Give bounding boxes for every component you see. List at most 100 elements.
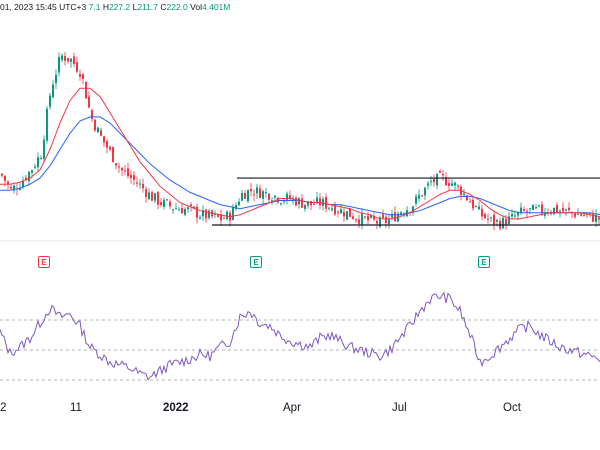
candle-body (598, 217, 600, 220)
candle-body (577, 214, 579, 216)
candle-body (457, 185, 459, 187)
candle-body (64, 56, 66, 61)
candle-body (565, 209, 567, 211)
x-axis-label: 2 (0, 402, 7, 414)
candle-body (49, 95, 51, 107)
candle-body (79, 73, 81, 77)
candle-body (289, 195, 291, 199)
candle-body (364, 216, 366, 218)
earnings-event-icon[interactable]: E (38, 256, 50, 268)
candle-body (451, 183, 453, 186)
x-axis-label: 11 (70, 402, 82, 414)
candle-body (202, 210, 204, 217)
candle-body (520, 207, 522, 213)
candle-body (442, 174, 444, 176)
candle-body (70, 58, 72, 62)
candle-body (400, 212, 402, 216)
x-axis-label: 2022 (163, 402, 189, 414)
candle-body (286, 193, 288, 200)
candle-body (43, 139, 45, 159)
candle-body (310, 200, 312, 206)
candle-body (61, 55, 63, 60)
candle-body (568, 207, 570, 211)
candle-body (283, 200, 285, 202)
candle-body (325, 197, 327, 209)
candle-body (217, 214, 219, 217)
candle-body (31, 170, 33, 173)
candle-body (160, 202, 162, 205)
candle-body (145, 189, 147, 197)
candle-body (244, 193, 246, 199)
candle-body (130, 174, 132, 179)
candle-body (232, 206, 234, 221)
candle-body (37, 157, 39, 168)
candle-body (301, 198, 303, 208)
candle-body (187, 207, 189, 210)
candle-body (517, 212, 519, 216)
candle-body (412, 206, 414, 213)
candle-body (454, 182, 456, 186)
candle-body (367, 215, 369, 221)
candle-body (583, 214, 585, 216)
candle-body (190, 204, 192, 206)
candle-body (157, 192, 159, 205)
candle-body (73, 56, 75, 64)
header-close-label: C (160, 2, 167, 12)
candle-body (124, 170, 126, 172)
header-volume: 4.401M (202, 2, 231, 12)
candle-body (319, 198, 321, 206)
candle-body (67, 58, 69, 62)
header-high: 227.2 (108, 2, 131, 12)
candle-body (424, 187, 426, 196)
candle-body (148, 192, 150, 199)
candle-body (250, 189, 252, 192)
candle-body (88, 96, 90, 108)
candle-body (112, 146, 114, 163)
candle-body (469, 201, 471, 203)
candle-body (541, 204, 543, 214)
candle-body (313, 204, 315, 206)
candle-body (448, 182, 450, 187)
candle-body (376, 220, 378, 224)
candle-body (475, 206, 477, 208)
candle-body (385, 216, 387, 223)
candle-body (490, 217, 492, 219)
header-open: 7.1 (88, 2, 101, 12)
candle-body (22, 180, 24, 188)
candle-body (472, 199, 474, 209)
candle-body (532, 204, 534, 211)
candle-body (253, 194, 255, 196)
candle-body (181, 208, 183, 214)
candle-body (496, 219, 498, 222)
candle-body (463, 193, 465, 195)
candle-body (388, 218, 390, 225)
candle-body (208, 210, 210, 218)
candle-body (334, 205, 336, 215)
candle-body (94, 119, 96, 131)
candle-body (55, 74, 57, 84)
header-low: 211.7 (137, 2, 158, 12)
candle-body (574, 213, 576, 217)
candle-body (595, 214, 597, 222)
oscillator-line (0, 291, 600, 381)
candle-body (484, 213, 486, 219)
candle-body (529, 208, 531, 210)
earnings-event-icon[interactable]: E (478, 256, 490, 268)
header-high-label: H (102, 2, 109, 12)
candle-body (280, 203, 282, 205)
candle-body (304, 204, 306, 209)
candle-body (7, 181, 9, 185)
candle-body (199, 217, 201, 219)
candle-body (175, 208, 177, 210)
candle-body (142, 183, 144, 189)
candle-body (91, 110, 93, 119)
candle-body (241, 192, 243, 201)
candle-body (97, 127, 99, 133)
earnings-event-icon[interactable]: E (250, 256, 262, 268)
candle-body (256, 187, 258, 194)
candle-body (307, 201, 309, 206)
candle-body (343, 212, 345, 217)
candle-body (322, 198, 324, 206)
candle-body (298, 198, 300, 205)
